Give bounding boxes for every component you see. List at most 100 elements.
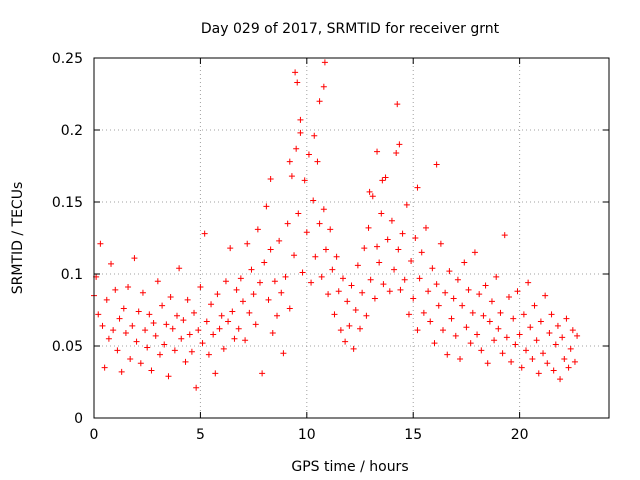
data-point	[139, 289, 146, 296]
data-point	[542, 292, 549, 299]
data-point	[422, 224, 429, 231]
data-point	[503, 334, 510, 341]
data-point	[559, 334, 566, 341]
data-point	[284, 220, 291, 227]
data-point	[348, 282, 355, 289]
data-point	[280, 350, 287, 357]
data-point	[366, 188, 373, 195]
data-point	[565, 364, 572, 371]
data-point	[376, 259, 383, 266]
data-point	[459, 302, 466, 309]
y-tick-label: 0.1	[61, 267, 83, 283]
data-point	[367, 276, 374, 283]
data-point	[514, 288, 521, 295]
data-point	[554, 322, 561, 329]
data-point	[310, 197, 317, 204]
data-point	[131, 255, 138, 262]
data-point	[410, 295, 417, 302]
data-point	[531, 302, 538, 309]
data-point	[321, 59, 328, 66]
data-point	[396, 141, 403, 148]
data-point	[414, 327, 421, 334]
data-point	[452, 332, 459, 339]
data-point	[429, 265, 436, 272]
data-point	[154, 278, 161, 285]
data-point	[327, 226, 334, 233]
data-point	[552, 341, 559, 348]
data-point	[133, 338, 140, 345]
data-point	[335, 288, 342, 295]
data-point	[150, 319, 157, 326]
data-point	[218, 312, 225, 319]
data-point	[469, 309, 476, 316]
x-tick-labels: 0 5 10 15 20	[90, 427, 529, 443]
data-point	[357, 325, 364, 332]
data-point	[557, 376, 564, 383]
data-point	[380, 281, 387, 288]
x-axis-label: GPS time / hours	[291, 459, 408, 475]
data-point	[420, 309, 427, 316]
data-point	[388, 217, 395, 224]
data-point	[97, 240, 104, 247]
data-point	[171, 347, 178, 354]
data-point	[263, 203, 270, 210]
data-point	[142, 327, 149, 334]
data-point	[137, 360, 144, 367]
data-point	[182, 358, 189, 365]
data-point	[488, 298, 495, 305]
data-point	[210, 331, 217, 338]
y-axis-label: SRMTID / TECUs	[10, 182, 26, 295]
data-point	[442, 289, 449, 296]
data-point	[418, 249, 425, 256]
data-point	[505, 294, 512, 301]
data-point	[95, 311, 102, 318]
data-point	[135, 308, 142, 315]
data-point	[297, 116, 304, 123]
data-point	[256, 279, 263, 286]
data-point	[574, 332, 581, 339]
data-point	[288, 173, 295, 180]
data-point	[382, 174, 389, 181]
data-point	[212, 370, 219, 377]
data-point	[493, 273, 500, 280]
data-point	[108, 260, 115, 267]
data-point	[339, 275, 346, 282]
data-point	[435, 302, 442, 309]
data-point	[391, 266, 398, 273]
y-tick-label: 0.15	[52, 195, 83, 211]
data-point	[484, 360, 491, 367]
data-point	[395, 246, 402, 253]
data-point	[229, 308, 236, 315]
grid	[94, 58, 609, 418]
data-point	[195, 327, 202, 334]
x-tick-label: 5	[196, 427, 205, 443]
data-point	[220, 345, 227, 352]
data-point	[516, 331, 523, 338]
data-point	[191, 309, 198, 316]
data-point	[431, 340, 438, 347]
data-point	[214, 291, 221, 298]
data-point	[540, 350, 547, 357]
data-point	[527, 324, 534, 331]
data-point	[254, 226, 261, 233]
data-point	[169, 325, 176, 332]
y-tick-label: 0.2	[61, 123, 83, 139]
data-point	[180, 317, 187, 324]
data-point	[563, 315, 570, 322]
data-point	[159, 302, 166, 309]
data-point	[450, 295, 457, 302]
data-point	[286, 158, 293, 165]
data-point	[144, 344, 151, 351]
data-point	[512, 341, 519, 348]
data-point	[274, 312, 281, 319]
data-point	[188, 348, 195, 355]
data-point	[467, 340, 474, 347]
data-point	[118, 368, 125, 375]
y-tick-label: 0	[74, 411, 83, 427]
data-point	[529, 355, 536, 362]
data-point	[112, 286, 119, 293]
data-point	[239, 298, 246, 305]
data-point	[497, 309, 504, 316]
data-point	[152, 332, 159, 339]
data-point	[397, 286, 404, 293]
